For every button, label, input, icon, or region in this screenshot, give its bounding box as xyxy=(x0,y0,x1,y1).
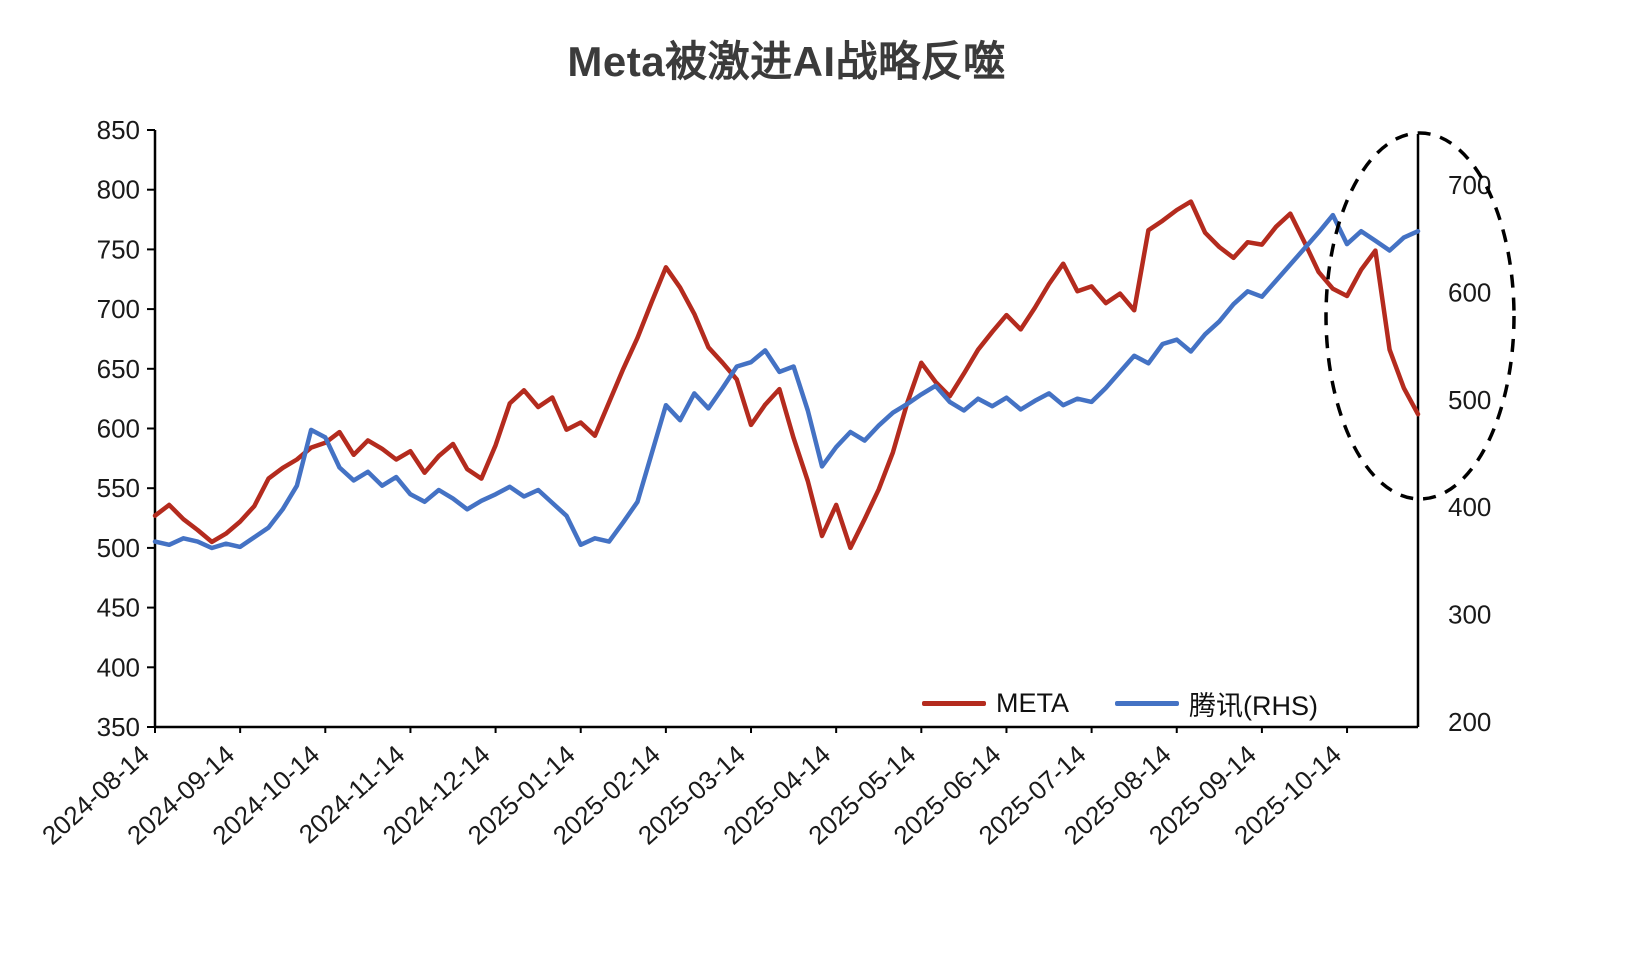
legend-item-tencent: 腾讯(RHS) xyxy=(1115,684,1318,723)
right-axis-tick-label: 300 xyxy=(1448,600,1491,630)
legend-label-meta: META xyxy=(996,688,1069,718)
left-axis-tick-label: 550 xyxy=(97,473,140,503)
right-axis-tick-label: 400 xyxy=(1448,492,1491,522)
right-axis-tick-label: 200 xyxy=(1448,707,1491,737)
left-axis-tick-label: 750 xyxy=(97,234,140,264)
right-axis-tick-label: 700 xyxy=(1448,170,1491,200)
legend-swatch-meta xyxy=(922,701,986,706)
left-axis-tick-label: 700 xyxy=(97,294,140,324)
legend-item-meta: META xyxy=(922,688,1069,719)
right-axis-tick-label: 500 xyxy=(1448,385,1491,415)
legend-label-tencent: 腾讯(RHS) xyxy=(1189,691,1318,721)
meta-series-line xyxy=(152,199,1421,551)
left-axis-tick-label: 650 xyxy=(97,354,140,384)
highlight-ellipse xyxy=(1324,131,1516,501)
left-axis-tick-label: 450 xyxy=(97,593,140,623)
chart-legend: META 腾讯(RHS) xyxy=(922,684,1318,723)
left-axis-tick-label: 850 xyxy=(97,115,140,145)
left-axis-tick-label: 400 xyxy=(97,652,140,682)
chart-title: Meta被激进AI战略反噬 xyxy=(567,38,1006,85)
right-axis-tick-label: 600 xyxy=(1448,277,1491,307)
left-axis-tick-label: 350 xyxy=(97,712,140,742)
tencent-series-line xyxy=(152,212,1421,551)
left-axis-tick-label: 800 xyxy=(97,175,140,205)
left-axis-tick-label: 600 xyxy=(97,414,140,444)
legend-swatch-tencent xyxy=(1115,701,1179,706)
left-axis-tick-label: 500 xyxy=(97,533,140,563)
